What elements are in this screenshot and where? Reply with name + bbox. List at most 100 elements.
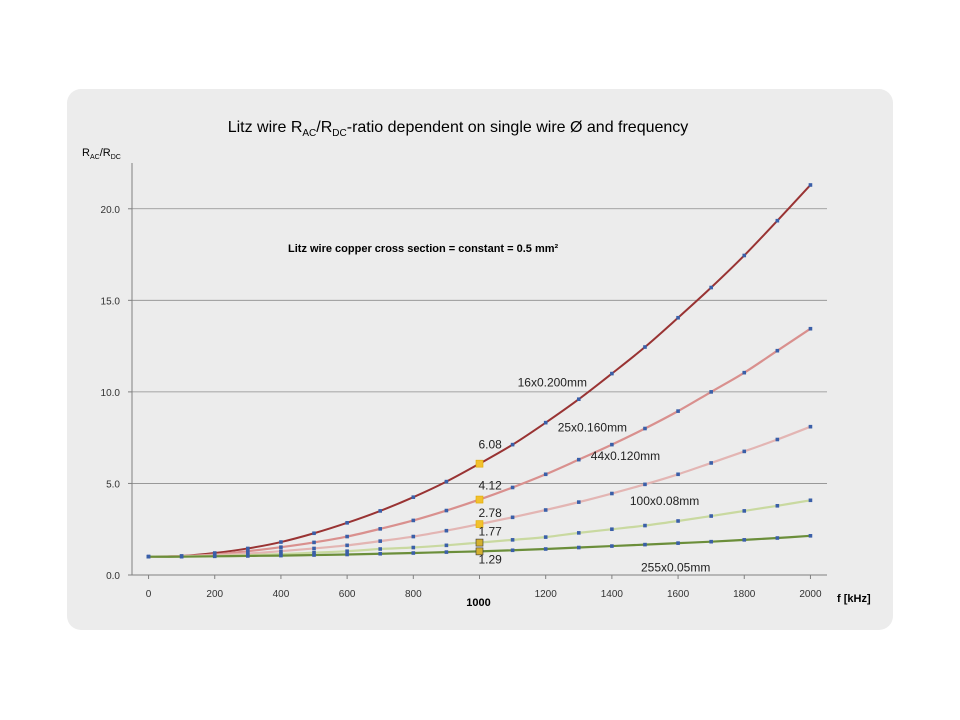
y-tick-label: 15.0 [101, 296, 121, 307]
data-point [543, 535, 548, 539]
highlight-value-label: 1.29 [479, 552, 503, 566]
highlight-value-label: 4.12 [479, 479, 503, 493]
x-tick-label: 0 [146, 589, 152, 600]
data-point [411, 534, 416, 539]
data-point [709, 285, 713, 290]
data-point [444, 479, 449, 484]
chart-title: Litz wire RAC/RDC-ratio dependent on sin… [228, 119, 689, 139]
data-point [345, 543, 349, 548]
data-point [742, 509, 747, 513]
data-point [510, 515, 515, 520]
highlight-marker [475, 538, 484, 547]
highlight-marker [475, 459, 484, 468]
data-point [345, 549, 349, 553]
data-point [246, 549, 250, 553]
data-point [775, 218, 780, 223]
data-point [775, 437, 780, 442]
data-point [510, 548, 515, 553]
data-point [643, 523, 647, 528]
x-tick-label: 1800 [733, 589, 756, 600]
data-point [610, 371, 614, 376]
data-point [709, 390, 713, 394]
data-point [312, 546, 316, 551]
data-point [775, 536, 780, 540]
data-point [676, 409, 680, 413]
data-point [378, 539, 383, 543]
x-tick-label: 400 [273, 589, 290, 600]
data-point [312, 550, 316, 555]
highlight-marker [475, 495, 484, 504]
data-point [378, 551, 383, 556]
grid-layer [132, 208, 827, 484]
data-point [510, 538, 515, 542]
x-tick-label: 800 [405, 589, 422, 600]
data-point [775, 348, 780, 353]
series-label: 100x0.08mm [630, 494, 699, 508]
x-tick-label: 600 [339, 589, 356, 600]
axis-layer: 0.0 5.0 10.0 15.0 20.0 0 200 400 600 800 1200 1400 1… [101, 163, 827, 600]
data-point [345, 534, 349, 539]
data-point [411, 545, 416, 550]
data-point [543, 420, 548, 425]
y-axis-label: RAC/RDC [82, 147, 121, 161]
data-point [246, 546, 250, 551]
data-point [576, 397, 581, 402]
data-point [610, 544, 614, 548]
data-point [411, 518, 416, 523]
data-point [576, 500, 581, 504]
highlight-marker [475, 547, 484, 556]
data-point [709, 461, 713, 465]
data-point [709, 514, 713, 518]
chart-background [67, 89, 893, 630]
data-point [444, 550, 449, 554]
data-point [279, 553, 283, 558]
data-point [510, 485, 515, 490]
series-label: 44x0.120mm [591, 449, 660, 463]
data-point [742, 449, 747, 454]
data-point [411, 495, 416, 499]
data-point [676, 315, 680, 320]
data-point [742, 370, 747, 375]
x-axis-label: f [kHz] [837, 593, 871, 605]
y-tick-label: 0.0 [106, 571, 120, 582]
data-point [808, 498, 813, 503]
y-tick-label: 10.0 [101, 388, 121, 399]
x-tick-label: 1200 [535, 589, 558, 600]
data-point [411, 551, 416, 555]
data-point [279, 545, 283, 549]
data-point [510, 442, 515, 447]
data-point [279, 540, 283, 544]
data-point [610, 491, 614, 496]
data-point [610, 527, 614, 532]
data-point [312, 553, 316, 557]
data-point [709, 539, 713, 544]
cross-section-note: Litz wire copper cross section = constan… [288, 243, 559, 255]
data-point [312, 540, 316, 545]
data-point [576, 457, 581, 462]
data-point [610, 442, 614, 447]
data-point [808, 424, 813, 429]
data-point [808, 534, 813, 538]
data-point [808, 183, 813, 187]
data-point [345, 552, 349, 557]
data-point [643, 345, 647, 349]
data-point [279, 549, 283, 553]
highlight-marker [475, 520, 484, 528]
highlight-value-label: 6.08 [479, 438, 503, 452]
data-point [775, 503, 780, 508]
data-point [676, 472, 680, 477]
y-tick-label: 5.0 [106, 479, 120, 490]
data-point [543, 547, 548, 551]
data-point [576, 531, 581, 535]
x-highlight-label: 1000 [466, 597, 490, 609]
data-point [378, 509, 383, 513]
x-tick-label: 2000 [799, 589, 822, 600]
x-tick-label: 1400 [601, 589, 624, 600]
highlight-value-label: 1.77 [479, 525, 503, 539]
data-point [676, 519, 680, 523]
data-point [676, 541, 680, 545]
data-point [643, 426, 647, 431]
data-point [444, 508, 449, 513]
data-point [312, 531, 316, 536]
